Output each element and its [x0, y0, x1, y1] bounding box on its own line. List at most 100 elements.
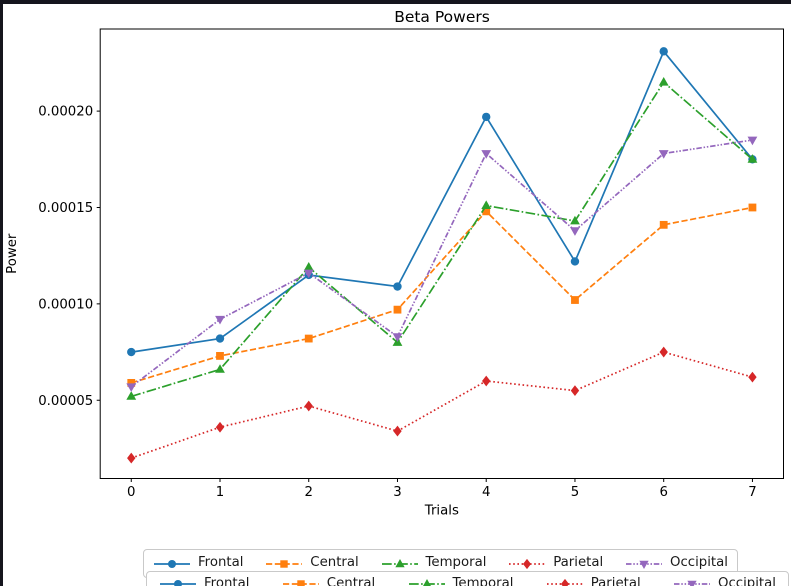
series-line-central [131, 206, 753, 384]
data-point-occipital-5 [570, 227, 580, 236]
frontal-line-sample-icon [154, 559, 190, 568]
temporal-line-sample-icon [408, 579, 445, 586]
data-point-parietal-2 [304, 400, 313, 412]
central-line-sample-icon [266, 559, 303, 568]
legend-item-parietal: Parietal [508, 556, 603, 571]
legend-item-occipital: Occipital [625, 556, 728, 571]
legend-marker-circle-icon [174, 580, 182, 586]
data-point-frontal-6 [659, 47, 668, 56]
series-line-frontal [131, 49, 754, 353]
series-line-occipital [130, 139, 753, 388]
x-tick-label: 0 [127, 485, 135, 500]
x-tick-label: 1 [216, 485, 224, 500]
legend-item-occipital: Occipital [673, 576, 776, 586]
data-point-parietal-5 [570, 385, 580, 397]
legend-item-frontal: Frontal [159, 576, 250, 586]
legend-label: Occipital [670, 555, 728, 571]
parietal-line-sample-icon [509, 558, 546, 569]
legend-label: Occipital [718, 576, 776, 586]
legend-item-temporal: Temporal [408, 576, 514, 586]
data-point-occipital-3 [392, 333, 403, 342]
temporal-line-sample-icon [381, 558, 418, 567]
data-point-temporal-2 [303, 262, 314, 271]
legend-item-central: Central [282, 576, 376, 586]
data-point-frontal-0 [127, 347, 136, 357]
series-line-temporal [131, 80, 753, 398]
legend-marker-circle-icon [168, 559, 176, 568]
data-point-central-4 [482, 207, 491, 216]
window-border-top [0, 0, 791, 4]
data-point-central-0 [127, 378, 136, 387]
legend-item-parietal: Parietal [546, 576, 641, 586]
series-line-parietal [131, 351, 753, 459]
data-point-parietal-1 [215, 421, 225, 433]
legend-marker-square-icon [297, 580, 305, 586]
legend-label: Central [326, 576, 376, 586]
x-tick-label: 6 [659, 485, 667, 500]
x-tick-label: 7 [748, 485, 756, 500]
data-point-central-1 [216, 352, 224, 360]
data-point-central-2 [304, 334, 313, 343]
data-point-parietal-4 [482, 375, 491, 387]
data-point-temporal-7 [747, 154, 758, 163]
legend-marker-triangle-up-icon [422, 579, 431, 586]
occipital-line-sample-icon [626, 560, 663, 569]
data-point-occipital-6 [658, 150, 669, 159]
legend-item-central: Central [265, 556, 359, 571]
occipital-line-sample-icon [674, 581, 711, 586]
x-axis-label: Trials [424, 504, 459, 519]
axes-frame [99, 28, 784, 479]
window-border-left [0, 0, 3, 586]
partial-bottom-legend-box: Frontal Central Temporal Parietal Occipital [146, 571, 789, 586]
data-point-central-7 [748, 203, 757, 212]
data-point-occipital-4 [481, 150, 492, 159]
legend-label: Temporal [425, 555, 487, 571]
data-point-temporal-1 [215, 364, 225, 373]
y-tick-label: 0.00020 [38, 105, 93, 120]
data-point-parietal-6 [659, 346, 668, 358]
legend-item-frontal: Frontal [153, 556, 243, 571]
data-point-frontal-3 [393, 282, 402, 291]
data-point-temporal-4 [481, 200, 492, 209]
data-point-occipital-2 [303, 269, 314, 279]
legend-label: Temporal [452, 576, 514, 586]
data-point-frontal-1 [215, 334, 225, 343]
legend-marker-square-icon [280, 559, 289, 568]
y-tick-label: 0.00015 [38, 201, 93, 216]
frontal-line-sample-icon [160, 580, 196, 586]
legend-marker-triangle-down-icon [639, 560, 649, 569]
y-tick-label: 0.00005 [38, 394, 93, 409]
data-point-frontal-5 [570, 257, 580, 266]
data-point-frontal-4 [482, 112, 491, 122]
central-line-sample-icon [282, 580, 319, 586]
x-tick-label: 5 [571, 485, 579, 500]
data-point-parietal-3 [393, 425, 402, 437]
y-axis-label: Power [5, 233, 20, 274]
data-point-parietal-0 [127, 452, 136, 464]
data-point-occipital-1 [215, 315, 225, 325]
data-point-central-3 [393, 305, 402, 314]
data-point-occipital-0 [126, 383, 137, 392]
legend-label: Frontal [204, 576, 250, 586]
data-point-temporal-0 [126, 391, 137, 400]
chart-title: Beta Powers [394, 8, 490, 26]
y-tick-label: 0.00010 [38, 297, 93, 312]
data-point-occipital-7 [747, 136, 758, 146]
parietal-line-sample-icon [546, 579, 583, 586]
legend-label: Frontal [198, 555, 244, 571]
x-tick-label: 4 [482, 485, 490, 500]
legend-marker-triangle-up-icon [394, 558, 405, 567]
legend-item-temporal: Temporal [381, 555, 487, 571]
data-point-central-6 [659, 220, 668, 229]
legend-marker-diamond-icon [523, 558, 532, 569]
data-point-temporal-6 [658, 76, 669, 86]
data-point-parietal-7 [748, 371, 757, 383]
legend-marker-triangle-down-icon [687, 581, 697, 586]
data-point-temporal-5 [570, 215, 580, 225]
legend-marker-diamond-icon [560, 579, 569, 586]
data-point-central-5 [571, 296, 579, 304]
legend-label: Parietal [553, 555, 604, 571]
x-tick-label: 3 [393, 485, 401, 500]
